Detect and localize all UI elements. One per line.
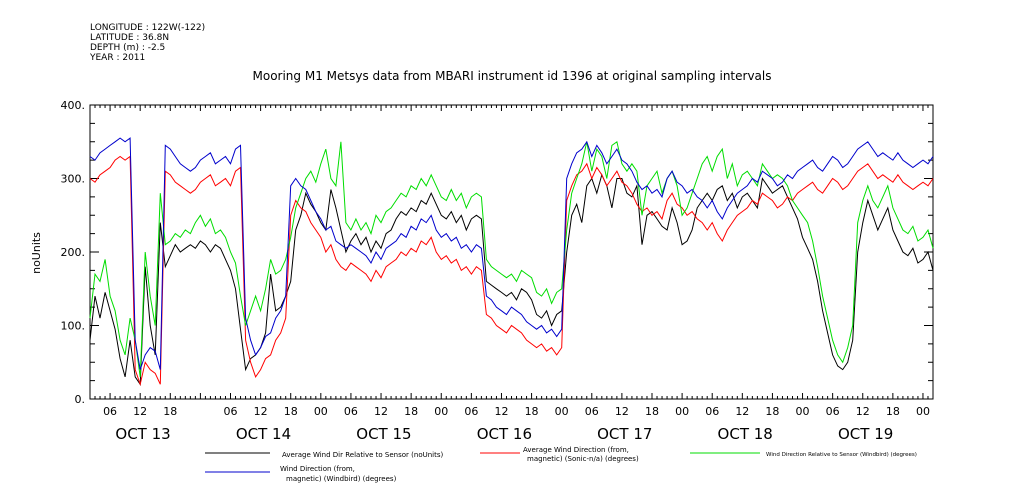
x-tick-label: 00: [555, 405, 569, 418]
day-label: OCT 19: [838, 425, 893, 443]
x-tick-label: 18: [284, 405, 298, 418]
day-label: OCT 16: [477, 425, 532, 443]
x-tick-label: 18: [404, 405, 418, 418]
day-label: OCT 14: [236, 425, 291, 443]
series-lines: [89, 137, 934, 387]
x-tick-label: 00: [314, 405, 328, 418]
day-label: OCT 13: [115, 425, 170, 443]
x-tick-label: 18: [886, 405, 900, 418]
x-tick-label: 00: [434, 405, 448, 418]
y-tick-label: 400.: [61, 99, 86, 112]
x-tick-label: 00: [916, 405, 930, 418]
y-tick-label: 100.: [61, 320, 86, 333]
series-line-2: [89, 140, 934, 377]
x-tick-label: 12: [133, 405, 147, 418]
day-label: OCT 18: [718, 425, 773, 443]
latitude-label: LATITUDE : 36.8N: [90, 33, 169, 43]
chart-title: Mooring M1 Metsys data from MBARI instru…: [253, 69, 772, 83]
x-tick-label: 06: [464, 405, 478, 418]
legend-label-red-1: Average Wind Direction (from,: [523, 446, 629, 454]
x-tick-label: 18: [525, 405, 539, 418]
x-tick-label: 12: [254, 405, 268, 418]
series-line-3: [89, 137, 934, 370]
year-label: YEAR : 2011: [89, 53, 145, 63]
x-tick-label: 06: [224, 405, 238, 418]
x-tick-label: 00: [796, 405, 810, 418]
legend-label-red-2: magnetic) (Sonic-n/a) (degrees): [527, 455, 639, 463]
x-tick-label: 06: [826, 405, 840, 418]
y-axis-label: noUnits: [30, 232, 43, 274]
plot-frame: [89, 104, 934, 400]
x-tick-label: 12: [615, 405, 629, 418]
series-line-1: [89, 155, 934, 387]
series-line-0: [89, 173, 934, 386]
y-tick-labels: 0. 100. 200. 300. 400.: [61, 99, 86, 406]
depth-label: DEPTH (m) : -2.5: [90, 43, 165, 53]
header-metadata: LONGITUDE : 122W(-122) LATITUDE : 36.8N …: [89, 23, 205, 63]
y-tick-label: 0.: [75, 393, 86, 406]
x-tick-label: 06: [585, 405, 599, 418]
legend-label-blue-2: magnetic) (Windbird) (degrees): [286, 475, 397, 483]
x-tick-label: 12: [735, 405, 749, 418]
day-label: OCT 15: [356, 425, 411, 443]
day-label: OCT 17: [597, 425, 652, 443]
legend-label-black: Average Wind Dir Relative to Sensor (noU…: [282, 451, 443, 459]
x-tick-label: 06: [344, 405, 358, 418]
legend: Average Wind Dir Relative to Sensor (noU…: [205, 446, 917, 483]
day-labels: OCT 13 OCT 14 OCT 15 OCT 16 OCT 17 OCT 18 OCT …: [115, 425, 893, 443]
x-tick-label: 06: [103, 405, 117, 418]
x-tick-label: 12: [494, 405, 508, 418]
x-tick-label: 06: [705, 405, 719, 418]
y-tick-label: 300.: [61, 173, 86, 186]
legend-label-green: Wind Direction Relative to Sensor (Windb…: [766, 452, 917, 458]
longitude-label: LONGITUDE : 122W(-122): [90, 23, 205, 33]
x-tick-labels: 06 12 18 06 12 18 00 06 12 18 00 06 12 18 00 06 12 18 00 06…: [103, 405, 930, 418]
x-tick-label: 00: [675, 405, 689, 418]
axis-ticks: [89, 104, 934, 400]
x-tick-label: 18: [163, 405, 177, 418]
x-tick-label: 18: [765, 405, 779, 418]
x-tick-label: 18: [645, 405, 659, 418]
legend-label-blue-1: Wind Direction (from,: [280, 465, 355, 473]
x-tick-label: 12: [374, 405, 388, 418]
y-tick-label: 200.: [61, 246, 86, 259]
x-tick-label: 12: [856, 405, 870, 418]
